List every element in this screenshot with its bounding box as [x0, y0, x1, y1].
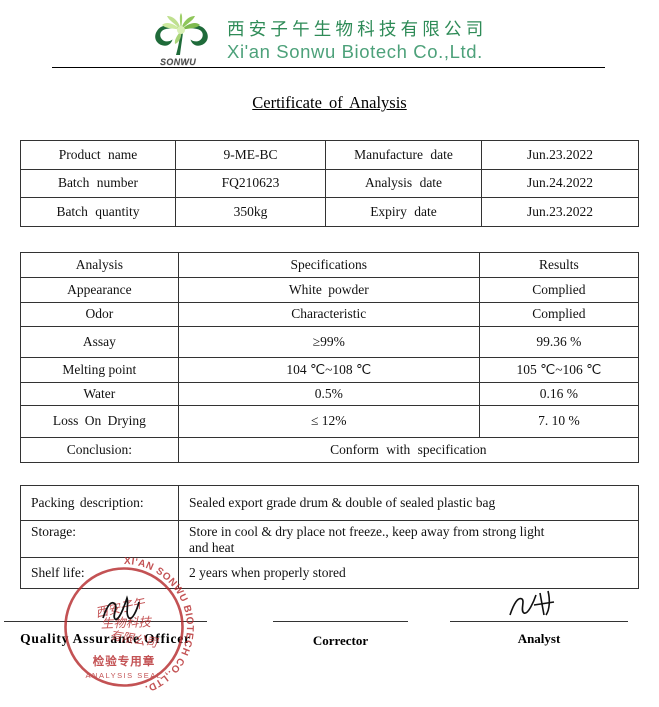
svg-text:ANALYSIS SEAL: ANALYSIS SEAL [86, 671, 163, 680]
svg-text:检验专用章: 检验专用章 [93, 654, 156, 668]
svg-text:有限公司: 有限公司 [109, 628, 160, 650]
